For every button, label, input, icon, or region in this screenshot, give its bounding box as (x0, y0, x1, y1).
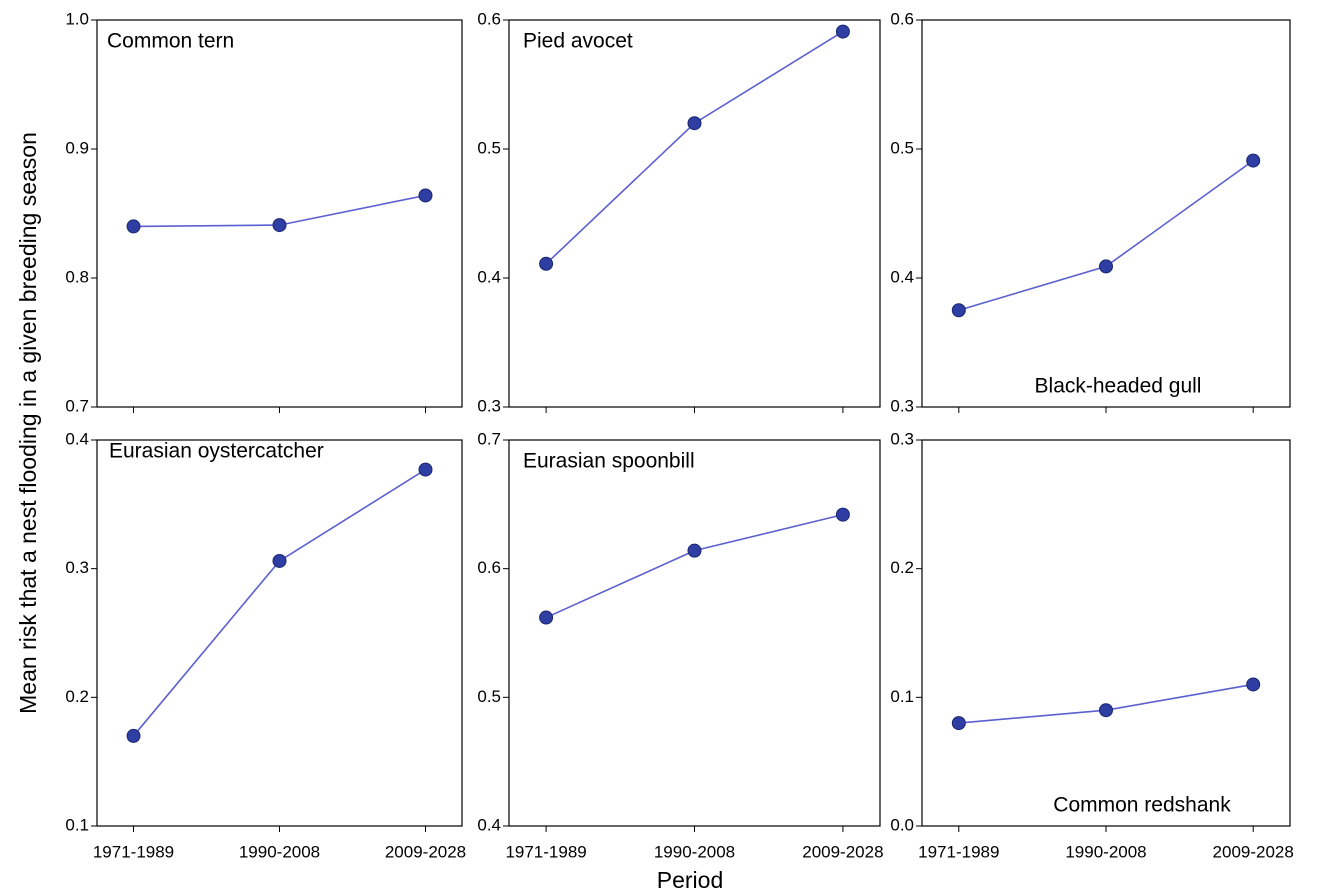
data-point (1246, 677, 1261, 692)
x-tick-label: 1971-1989 (93, 842, 174, 861)
series-line (132, 468, 426, 737)
y-tick-label: 0.2 (65, 687, 89, 706)
y-tick-label: 0.9 (65, 138, 89, 157)
series-line (958, 159, 1254, 312)
y-tick-label: 0.6 (477, 558, 501, 577)
y-tick-label: 0.6 (477, 9, 501, 28)
y-tick-label: 0.1 (65, 815, 89, 834)
x-tick-label: 2009-2028 (385, 842, 466, 861)
data-point (126, 219, 141, 234)
panel-title: Eurasian oystercatcher (109, 440, 324, 463)
data-point (418, 188, 433, 203)
panel-frame (96, 19, 463, 408)
y-tick-label: 0.6 (890, 9, 914, 28)
data-point (951, 303, 966, 318)
y-tick-label: 0.4 (477, 815, 501, 834)
data-point (835, 24, 850, 39)
x-tick-label: 2009-2028 (802, 842, 883, 861)
data-point (1099, 703, 1113, 718)
y-axis-label: Mean risk that a nest flooding in a give… (15, 132, 41, 714)
panel-title: Common tern (107, 30, 234, 53)
data-point (687, 543, 702, 558)
y-tick-label: 0.5 (477, 138, 501, 157)
panel-title: Common redshank (1053, 794, 1231, 817)
panel-frame (96, 439, 463, 827)
y-tick-label: 0.8 (65, 267, 89, 286)
x-tick-label: 2009-2028 (1213, 842, 1294, 861)
y-tick-label: 0.7 (65, 396, 89, 415)
series-line (545, 30, 844, 265)
data-point (1246, 153, 1261, 168)
data-point (1099, 259, 1113, 274)
x-tick-label: 1990-2008 (239, 842, 320, 861)
data-point (539, 256, 554, 271)
y-tick-label: 0.7 (477, 429, 501, 448)
panel-title: Black-headed gull (1035, 375, 1202, 398)
y-tick-label: 0.3 (65, 558, 89, 577)
x-tick-label: 1990-2008 (654, 842, 735, 861)
y-tick-label: 0.3 (477, 396, 501, 415)
panel-frame (921, 19, 1291, 408)
y-tick-label: 0.3 (890, 429, 914, 448)
x-tick-label: 1971-1989 (505, 842, 586, 861)
data-point (418, 462, 433, 477)
data-point (539, 610, 554, 625)
data-point (951, 716, 966, 731)
panel-frame (508, 19, 881, 408)
panel-title: Pied avocet (523, 30, 633, 53)
y-tick-label: 1.0 (65, 9, 89, 28)
panel-frame (921, 439, 1291, 827)
series-line (545, 513, 844, 619)
y-tick-label: 0.5 (890, 138, 914, 157)
data-point (835, 507, 850, 522)
data-point (687, 116, 702, 131)
y-tick-label: 0.4 (65, 429, 89, 448)
y-tick-label: 0.3 (890, 396, 914, 415)
y-tick-label: 0.2 (890, 558, 914, 577)
y-tick-label: 0.4 (477, 267, 501, 286)
x-tick-label: 1990-2008 (1065, 842, 1146, 861)
y-tick-label: 0.1 (890, 687, 914, 706)
y-tick-label: 0.0 (890, 815, 914, 834)
y-tick-label: 0.4 (890, 267, 914, 286)
x-tick-label: 1971-1989 (918, 842, 999, 861)
data-point (272, 553, 287, 568)
x-axis-label: Period (657, 867, 723, 893)
y-tick-label: 0.5 (477, 687, 501, 706)
data-point (126, 728, 141, 743)
panel-title: Eurasian spoonbill (523, 450, 695, 473)
panel-frame (508, 439, 881, 827)
data-point (272, 218, 287, 233)
